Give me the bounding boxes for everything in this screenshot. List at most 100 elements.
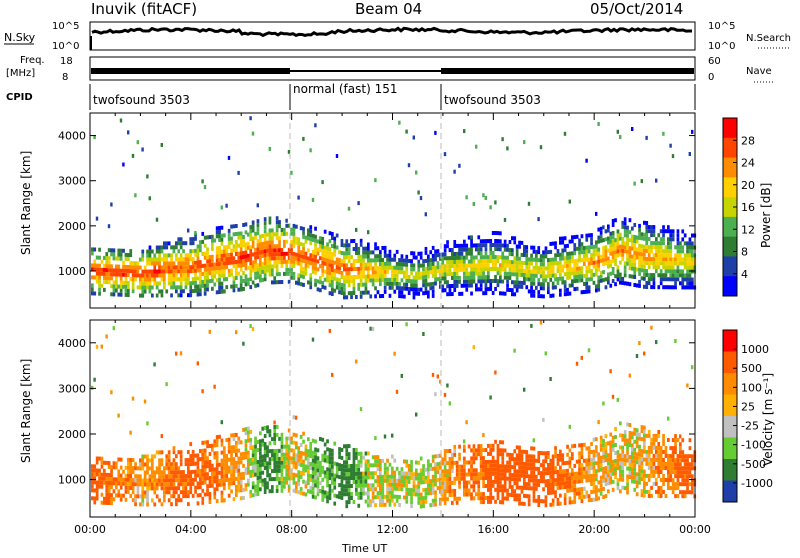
data-cell — [566, 477, 569, 481]
data-cell — [204, 441, 207, 445]
data-cell — [379, 294, 382, 298]
data-cell — [449, 401, 451, 405]
data-cell — [300, 443, 303, 447]
data-cell — [605, 434, 608, 438]
data-cell — [405, 460, 408, 464]
data-cell — [533, 246, 536, 250]
data-cell — [312, 234, 315, 238]
data-cell — [631, 443, 634, 447]
data-cell — [494, 464, 497, 468]
data-cell — [386, 459, 389, 463]
data-cell — [240, 484, 243, 488]
data-cell — [319, 437, 322, 441]
data-cell — [165, 265, 168, 269]
data-cell — [245, 455, 248, 459]
data-cell — [91, 247, 94, 251]
data-cell — [626, 443, 629, 447]
data-cell — [206, 267, 209, 271]
data-cell — [213, 455, 216, 459]
data-cell — [602, 447, 605, 451]
data-cell — [525, 277, 528, 281]
data-cell — [170, 253, 173, 257]
data-cell — [153, 274, 156, 278]
data-cell — [393, 254, 396, 258]
data-cell — [343, 263, 346, 267]
data-cell — [595, 284, 598, 288]
data-cell — [273, 232, 276, 236]
data-cell — [497, 468, 500, 472]
data-cell — [614, 246, 617, 250]
data-cell — [357, 201, 359, 205]
data-cell — [444, 481, 447, 485]
data-cell — [674, 269, 677, 273]
data-cell — [343, 283, 346, 287]
data-cell — [641, 469, 644, 473]
data-cell — [689, 152, 691, 156]
data-cell — [396, 266, 399, 270]
data-cell — [463, 248, 466, 252]
data-cell — [686, 253, 689, 257]
data-cell — [307, 228, 310, 232]
data-cell — [588, 348, 590, 352]
data-cell — [415, 493, 418, 497]
data-cell — [381, 270, 384, 274]
data-cell — [331, 489, 334, 493]
data-cell — [206, 251, 209, 255]
data-cell — [269, 257, 272, 261]
data-cell — [499, 247, 502, 251]
data-cell — [329, 271, 332, 275]
data-cell — [295, 237, 298, 241]
data-cell — [240, 460, 243, 464]
data-cell — [581, 463, 584, 467]
data-cell — [302, 255, 305, 259]
data-cell — [271, 236, 274, 240]
data-cell — [357, 472, 360, 476]
data-cell — [281, 489, 284, 493]
data-cell — [422, 267, 425, 271]
data-cell — [413, 287, 416, 291]
data-cell — [175, 265, 178, 269]
data-cell — [468, 264, 471, 268]
data-cell — [398, 262, 401, 266]
data-cell — [278, 457, 281, 461]
data-cell — [101, 481, 104, 485]
data-cell — [468, 461, 471, 465]
data-cell — [285, 465, 288, 469]
data-cell — [564, 481, 567, 485]
data-cell — [314, 283, 317, 287]
data-cell — [348, 492, 351, 496]
data-cell — [201, 501, 204, 505]
data-cell — [585, 479, 588, 483]
data-cell — [631, 239, 634, 243]
data-cell — [571, 444, 574, 448]
data-cell — [405, 492, 408, 496]
data-cell — [485, 239, 488, 243]
data-cell — [365, 255, 368, 259]
data-cell — [588, 494, 591, 498]
data-cell — [662, 249, 665, 253]
data-cell — [540, 282, 543, 286]
data-cell — [396, 274, 399, 278]
data-cell — [264, 486, 267, 490]
data-cell — [283, 244, 286, 248]
data-cell — [638, 264, 641, 268]
data-cell — [665, 257, 668, 261]
data-cell — [458, 465, 461, 469]
data-cell — [377, 483, 380, 487]
data-cell — [146, 258, 149, 262]
data-cell — [487, 500, 490, 504]
data-cell — [146, 286, 149, 290]
data-cell — [528, 458, 531, 462]
data-cell — [276, 489, 279, 493]
data-cell — [681, 237, 684, 241]
data-cell — [194, 269, 197, 273]
data-cell — [245, 274, 248, 278]
data-cell — [156, 466, 159, 470]
data-cell — [437, 253, 440, 257]
data-cell — [624, 265, 627, 269]
data-cell — [533, 463, 536, 467]
data-cell — [626, 439, 629, 443]
data-cell — [569, 449, 572, 453]
data-cell — [105, 485, 108, 489]
data-cell — [480, 500, 483, 504]
